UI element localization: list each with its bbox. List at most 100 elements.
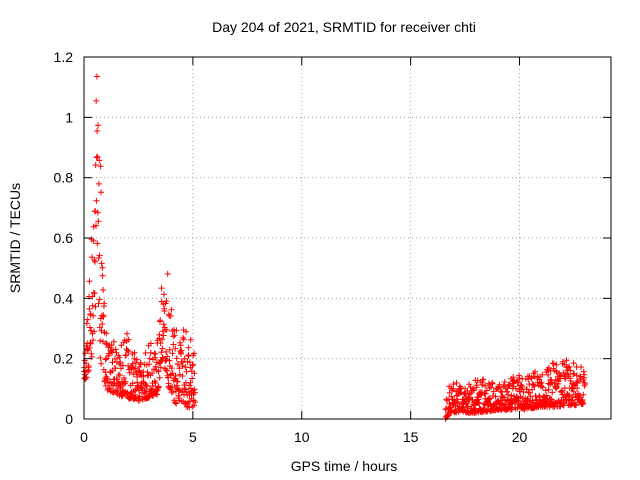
data-point (563, 357, 570, 364)
y-axis-label: SRMTID / TECUs (7, 183, 23, 293)
data-point (175, 386, 182, 393)
data-point (166, 346, 173, 353)
data-point (103, 330, 110, 337)
data-point (84, 316, 91, 323)
data-point (119, 362, 126, 369)
data-point (547, 395, 554, 402)
data-point (545, 371, 552, 378)
data-point (523, 386, 530, 393)
data-point (482, 390, 489, 397)
data-point (174, 378, 181, 385)
data-point (520, 389, 527, 395)
data-point (124, 347, 131, 354)
data-point (190, 402, 197, 409)
data-point (450, 381, 457, 388)
data-point (95, 218, 102, 225)
data-point (495, 385, 502, 392)
data-point (86, 278, 93, 285)
data-point (539, 384, 546, 391)
data-point (98, 260, 105, 267)
data-point (496, 381, 503, 388)
data-point (553, 368, 560, 375)
data-point (92, 303, 99, 310)
data-point (566, 363, 573, 370)
data-point (162, 367, 169, 374)
data-point (187, 336, 194, 343)
data-point (173, 400, 180, 407)
data-point (163, 326, 170, 333)
data-point (528, 374, 535, 381)
data-point (191, 389, 198, 396)
data-point (97, 354, 104, 361)
data-point (116, 372, 123, 379)
data-point (581, 381, 588, 388)
data-point (183, 368, 190, 375)
data-point (190, 361, 196, 368)
data-point (532, 368, 538, 375)
data-point (129, 380, 136, 387)
data-point (167, 313, 174, 319)
data-point (96, 296, 103, 303)
data-point (570, 360, 577, 367)
data-point (474, 377, 481, 384)
data-point (573, 372, 580, 379)
data-point (168, 365, 175, 372)
data-point (580, 391, 587, 398)
data-point (88, 327, 95, 334)
data-point (530, 399, 536, 406)
data-point (137, 359, 144, 366)
data-point (454, 398, 461, 405)
data-point (112, 365, 119, 372)
data-point (147, 349, 154, 356)
data-point (99, 272, 106, 279)
data-point (549, 389, 556, 396)
data-point (160, 332, 167, 339)
data-point (489, 380, 496, 387)
data-point (96, 252, 103, 259)
data-point (545, 364, 552, 371)
data-point (175, 361, 181, 367)
data-point (551, 380, 558, 387)
data-point (157, 340, 164, 347)
data-point (99, 338, 106, 345)
data-point (578, 364, 584, 371)
axis-ticks: 0 0.2 0.4 0.6 0.8 1 1.2 0 5 10 15 20 (54, 49, 611, 445)
data-point (486, 395, 493, 401)
data-point (112, 346, 119, 353)
data-point (97, 163, 104, 170)
data-point (153, 388, 160, 395)
data-point (161, 308, 168, 314)
data-point (179, 373, 186, 379)
data-point (538, 379, 545, 386)
data-point (87, 340, 94, 347)
data-point (152, 350, 159, 357)
data-point (574, 385, 581, 392)
data-point (482, 383, 489, 389)
data-point (176, 365, 183, 372)
data-point (142, 350, 149, 356)
data-point (94, 240, 101, 247)
data-point (125, 336, 132, 343)
data-point (446, 389, 453, 396)
data-point (146, 361, 153, 368)
data-point (504, 388, 510, 395)
x-tick-label: 15 (403, 429, 419, 445)
data-point (542, 387, 549, 394)
data-point (569, 385, 576, 392)
data-point (110, 338, 117, 345)
data-point (95, 300, 102, 307)
data-point (166, 357, 173, 364)
data-point (99, 264, 106, 271)
data-point (168, 306, 175, 313)
data-point (152, 363, 159, 370)
data-point (87, 339, 94, 346)
data-point (126, 369, 133, 376)
data-point (121, 375, 127, 381)
data-point (90, 337, 96, 344)
data-point (525, 376, 532, 383)
data-point (513, 394, 520, 401)
data-point (180, 336, 187, 343)
data-point (103, 340, 110, 347)
data-point (580, 400, 586, 407)
